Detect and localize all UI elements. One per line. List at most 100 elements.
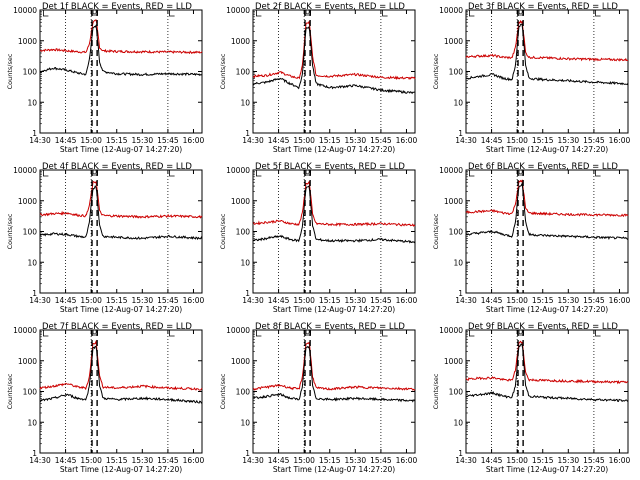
y-tick-label: 10 (27, 98, 37, 107)
x-tick-label: 15:00 (293, 456, 315, 465)
corner-marker (256, 10, 262, 17)
x-tick-label: 15:45 (157, 136, 179, 145)
panel-title: Det 3f BLACK = Events, RED = LLD (468, 2, 618, 12)
marker-label: D (92, 169, 97, 176)
x-axis-label: Start Time (12-Aug-07 14:27:20) (273, 305, 395, 314)
plot-frame (465, 329, 629, 454)
lld-series-line (252, 180, 416, 227)
events-series-line (252, 185, 416, 244)
events-series-line (252, 25, 416, 95)
y-tick-label: 1 (245, 129, 250, 138)
marker-label: D (305, 169, 310, 176)
y-tick-label: 100 (449, 388, 464, 397)
x-tick-label: 15:15 (106, 296, 128, 305)
detector-panel-5: Det 5f BLACK = Events, RED = LLD 1 10 100 10… (219, 162, 418, 314)
x-tick-label: 15:15 (532, 456, 554, 465)
x-tick-label: 15:30 (558, 296, 580, 305)
corner-marker (382, 170, 388, 177)
corner-marker (169, 330, 175, 337)
events-series-line (252, 345, 416, 403)
x-tick-label: 15:30 (558, 136, 580, 145)
lld-series-line (465, 340, 629, 385)
x-tick-label: 14:45 (268, 136, 290, 145)
y-axis-label: Counts/sec (219, 53, 227, 89)
y-tick-label: 100 (236, 68, 251, 77)
marker-label: D (305, 329, 310, 336)
y-axis-label: Counts/sec (6, 53, 14, 89)
marker-label: D (92, 9, 97, 16)
x-tick-label: 16:00 (183, 456, 205, 465)
panel-title: Det 5f BLACK = Events, RED = LLD (255, 162, 405, 172)
plot-frame (39, 169, 203, 294)
plot-frame (252, 9, 416, 134)
y-tick-label: 1 (32, 449, 37, 458)
x-tick-label: 15:15 (106, 136, 128, 145)
y-tick-label: 10000 (13, 326, 37, 335)
panel-title: Det 4f BLACK = Events, RED = LLD (42, 162, 192, 172)
detector-panel-6: Det 6f BLACK = Events, RED = LLD 1 10 100 10… (432, 162, 631, 314)
saa-marker (517, 330, 524, 336)
y-tick-label: 10 (453, 418, 463, 427)
lld-series-line (39, 19, 203, 55)
y-axis-label: Counts/sec (6, 373, 14, 409)
corner-marker (469, 170, 475, 177)
corner-marker (382, 10, 388, 17)
y-tick-label: 10 (240, 98, 250, 107)
lld-series-line (39, 339, 203, 391)
y-tick-label: 100 (23, 68, 38, 77)
y-tick-label: 1000 (231, 37, 250, 46)
corner-marker (43, 330, 49, 337)
y-axis-label: Counts/sec (432, 53, 440, 89)
corner-marker (256, 330, 262, 337)
y-tick-label: 10000 (226, 166, 250, 175)
y-axis-label: Counts/sec (219, 213, 227, 249)
x-tick-label: 16:00 (183, 136, 205, 145)
y-tick-label: 1000 (18, 37, 37, 46)
saa-marker (91, 330, 98, 336)
x-axis-label: Start Time (12-Aug-07 14:27:20) (486, 145, 608, 154)
x-tick-label: 14:45 (55, 296, 77, 305)
x-tick-label: 15:15 (319, 136, 341, 145)
events-series-line (39, 185, 203, 241)
corner-marker (595, 330, 601, 337)
y-tick-label: 10000 (226, 6, 250, 15)
x-tick-label: 14:30 (242, 456, 264, 465)
corner-marker (469, 10, 475, 17)
y-tick-label: 1 (458, 449, 463, 458)
x-tick-label: 15:15 (532, 136, 554, 145)
x-tick-label: 14:30 (242, 136, 264, 145)
x-axis-label: Start Time (12-Aug-07 14:27:20) (486, 465, 608, 474)
y-tick-label: 100 (236, 388, 251, 397)
x-axis-label: Start Time (12-Aug-07 14:27:20) (60, 145, 182, 154)
x-tick-label: 15:45 (157, 296, 179, 305)
x-tick-label: 15:00 (80, 456, 102, 465)
x-tick-label: 14:30 (29, 456, 51, 465)
y-tick-label: 10 (240, 418, 250, 427)
detector-panel-1: Det 1f BLACK = Events, RED = LLD 1 10 100 10… (6, 2, 205, 154)
saa-marker (91, 170, 98, 176)
corner-marker (43, 170, 49, 177)
corner-marker (382, 330, 388, 337)
y-tick-label: 1 (245, 289, 250, 298)
x-tick-label: 15:45 (370, 296, 392, 305)
saa-marker (517, 10, 524, 16)
x-tick-label: 15:15 (532, 296, 554, 305)
y-tick-label: 1 (458, 289, 463, 298)
lld-series-line (465, 179, 629, 217)
y-tick-label: 10 (27, 418, 37, 427)
x-tick-label: 15:00 (80, 136, 102, 145)
y-tick-label: 1000 (444, 197, 463, 206)
x-tick-label: 14:45 (268, 456, 290, 465)
x-tick-label: 14:30 (29, 296, 51, 305)
y-axis-label: Counts/sec (432, 373, 440, 409)
x-tick-label: 16:00 (183, 296, 205, 305)
x-tick-label: 14:30 (455, 456, 477, 465)
panel-title: Det 7f BLACK = Events, RED = LLD (42, 322, 192, 332)
events-series-line (39, 23, 203, 77)
x-tick-label: 14:45 (481, 136, 503, 145)
lld-series-line (252, 20, 416, 81)
detector-panel-2: Det 2f BLACK = Events, RED = LLD 1 10 100 10… (219, 2, 418, 154)
x-tick-label: 16:00 (396, 456, 418, 465)
y-tick-label: 10 (240, 258, 250, 267)
